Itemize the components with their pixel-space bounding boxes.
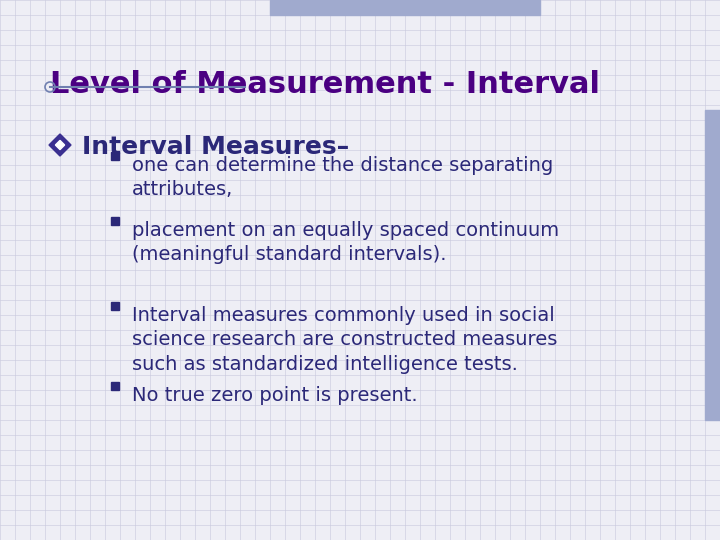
Text: Level of Measurement - Interval: Level of Measurement - Interval (50, 70, 600, 99)
Bar (270, 0, 540, 15)
Bar (705, 110, 720, 420)
Bar (111, 152, 119, 160)
Text: placement on an equally spaced continuum
(meaningful standard intervals).: placement on an equally spaced continuum… (132, 221, 559, 264)
Polygon shape (49, 134, 71, 156)
Polygon shape (55, 140, 65, 150)
Text: one can determine the distance separating
attributes,: one can determine the distance separatin… (132, 156, 553, 199)
Text: No true zero point is present.: No true zero point is present. (132, 386, 418, 405)
Bar (111, 217, 119, 225)
Text: Interval measures commonly used in social
science research are constructed measu: Interval measures commonly used in socia… (132, 306, 557, 374)
Bar (111, 382, 119, 390)
Text: Interval Measures–: Interval Measures– (82, 135, 349, 159)
Bar (111, 302, 119, 310)
